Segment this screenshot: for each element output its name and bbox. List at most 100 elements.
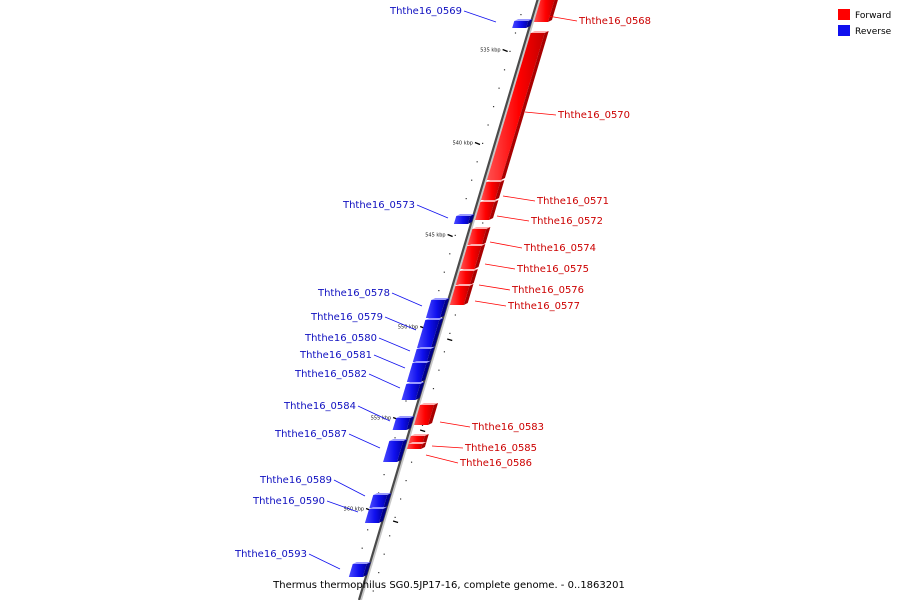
gene-label-ththe16-0586[interactable]: Ththe16_0586 [425,454,532,469]
gene-ththe16-0586[interactable] [406,442,427,449]
gene-ththe16-0569[interactable] [512,19,533,28]
gene-label-ththe16-0579[interactable]: Ththe16_0579 [310,312,417,331]
gene-label-ththe16-0572[interactable]: Ththe16_0572 [496,215,603,227]
gene-label-text: Ththe16_0590 [252,496,325,507]
gene-label-ththe16-0569[interactable]: Ththe16_0569 [389,6,497,23]
gene-ththe16-0580[interactable] [412,347,435,362]
gene-ththe16-0575[interactable] [460,244,486,269]
gene-side-face [420,361,431,382]
minor-tick [383,553,385,555]
gene-label-text: Ththe16_0569 [389,6,462,17]
gene-ththe16-0576[interactable] [455,269,478,285]
gene-top-face [431,298,450,300]
gene-label-ththe16-0570[interactable]: Ththe16_0570 [524,110,630,121]
gene-ththe16-0581[interactable] [406,361,431,382]
minor-tick [482,142,484,144]
gene-leader-line [308,553,341,570]
gene-side-face [481,227,491,245]
gene-label-ththe16-0581[interactable]: Ththe16_0581 [299,350,406,369]
gene-side-face [420,442,427,449]
gene-top-face [459,269,478,271]
gene-body [401,384,421,400]
gene-ththe16-0574[interactable] [467,227,491,245]
gene-label-ththe16-0568[interactable]: Ththe16_0568 [547,15,651,27]
gene-ththe16-0578[interactable] [425,298,450,318]
gene-body [406,363,427,382]
minor-tick [410,461,413,463]
minor-tick [443,271,445,273]
gene-label-ththe16-0571[interactable]: Ththe16_0571 [502,195,609,207]
gene-side-face [378,507,388,523]
gene-ththe16-0570[interactable] [486,31,549,180]
gene-leader-line [333,479,366,497]
gene-label-ththe16-0584[interactable]: Ththe16_0584 [283,401,391,422]
gene-leader-line [431,445,464,449]
gene-label-text: Ththe16_0593 [234,549,307,560]
gene-top-face [373,493,392,495]
gene-side-face [383,493,392,508]
gene-label-text: Ththe16_0573 [342,200,415,211]
gene-leader-line [439,421,471,428]
gene-ththe16-0589[interactable] [369,493,392,508]
gene-side-face [469,269,478,285]
scale-tick-mark [502,48,508,53]
gene-ththe16-0577[interactable] [449,284,474,305]
gene-label-ththe16-0580[interactable]: Ththe16_0580 [304,333,411,352]
gene-leader-line [416,204,449,219]
gene-leader-line [348,433,381,449]
gene-label-ththe16-0573[interactable]: Ththe16_0573 [342,200,449,219]
gene-ththe16-0579[interactable] [416,318,444,348]
gene-side-face [415,382,425,400]
gene-label-ththe16-0589[interactable]: Ththe16_0589 [259,475,366,497]
scale-tick-label: 550 kbp [398,325,418,331]
gene-body [455,271,474,285]
minor-tick [471,179,473,181]
gene-label-ththe16-0577[interactable]: Ththe16_0577 [474,300,580,312]
gene-side-face [422,434,429,444]
gene-ththe16-0571[interactable] [481,180,505,200]
gene-label-text: Ththe16_0572 [530,216,603,227]
gene-ththe16-0582[interactable] [401,382,425,400]
gene-ththe16-0583[interactable] [414,403,439,425]
gene-top-face [412,361,431,363]
gene-ththe16-0587[interactable] [383,439,408,462]
gene-label-ththe16-0575[interactable]: Ththe16_0575 [484,263,589,275]
scale-tick-label: 560 kbp [344,507,364,513]
gene-label-text: Ththe16_0570 [557,110,630,121]
gene-labels-layer: Ththe16_0568 Ththe16_0569 Ththe16_0570 Thth… [234,6,651,570]
gene-side-face [526,19,533,28]
minor-tick [487,124,489,126]
gene-label-ththe16-0585[interactable]: Ththe16_0585 [431,443,537,454]
gene-body [425,300,446,318]
gene-label-ththe16-0578[interactable]: Ththe16_0578 [317,288,423,307]
gene-label-ththe16-0590[interactable]: Ththe16_0590 [252,496,359,513]
gene-ththe16-0584[interactable] [392,416,415,430]
scale-tick-label: 555 kbp [371,416,391,422]
gene-side-face [430,318,444,348]
gene-top-face [456,214,475,216]
gene-ththe16-0572[interactable] [475,200,499,220]
gene-label-ththe16-0574[interactable]: Ththe16_0574 [489,241,596,254]
gene-top-face [530,31,549,33]
minor-tick [503,69,506,71]
gene-body [449,286,470,305]
gene-label-ththe16-0593[interactable]: Ththe16_0593 [234,549,341,570]
gene-side-face [500,31,549,180]
gene-label-ththe16-0576[interactable]: Ththe16_0576 [478,284,584,296]
gene-ththe16-0573[interactable] [453,214,475,224]
gene-label-ththe16-0582[interactable]: Ththe16_0582 [294,369,401,389]
gene-label-text: Ththe16_0586 [459,458,532,469]
gene-side-face [397,439,408,462]
gene-body [414,405,435,425]
gene-label-ththe16-0587[interactable]: Ththe16_0587 [274,429,381,449]
gene-leader-line [368,373,401,389]
gene-leader-line [496,215,530,222]
gene-label-ththe16-0583[interactable]: Ththe16_0583 [439,421,544,433]
minor-tick [400,498,402,500]
gene-ththe16-0590[interactable] [364,507,388,523]
gene-leader-line [489,241,523,249]
gene-top-face [410,434,429,436]
gene-body [481,182,501,200]
gene-ththe16-0593[interactable] [348,562,371,577]
